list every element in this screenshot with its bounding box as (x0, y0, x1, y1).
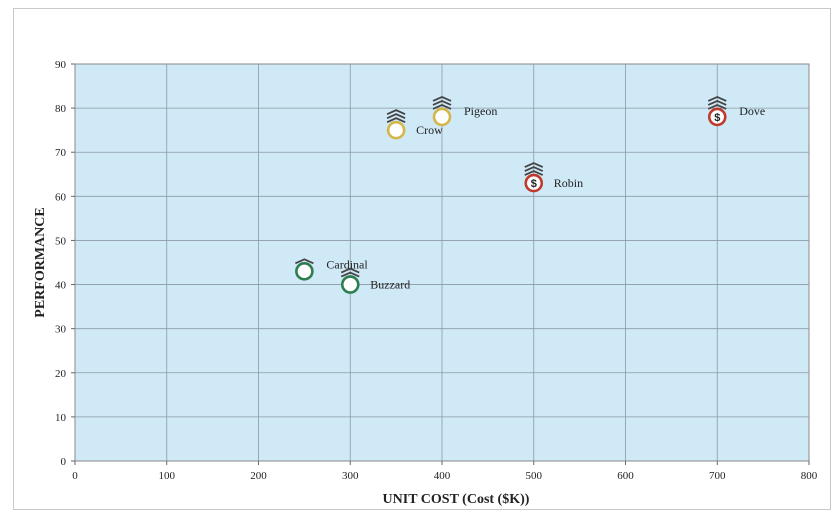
chart-frame: 0 100 200 300 400 500 600 700 800 0 10 20 30 40 50 60 7… (13, 8, 831, 510)
x-tick-label: 700 (709, 470, 726, 482)
point-marker (295, 262, 314, 281)
data-point: Crow (386, 109, 443, 140)
point-marker (340, 275, 360, 294)
data-point: Buzzard (340, 267, 410, 294)
rank-chevron-icon (340, 267, 360, 274)
x-tick-label: 0 (72, 470, 78, 482)
y-tick-labels: 0 10 20 30 40 50 60 70 80 90 (55, 59, 67, 468)
x-tick-label: 400 (434, 470, 451, 482)
y-tick-label: 80 (55, 103, 67, 115)
y-tick-label: 30 (55, 324, 67, 336)
point-label: Dove (739, 104, 765, 118)
y-tick-label: 50 (55, 235, 67, 247)
rank-chevron-icon (432, 99, 452, 106)
point-label: Crow (416, 123, 443, 137)
scatter-chart: 0 100 200 300 400 500 600 700 800 0 10 20 30 40 50 60 7… (33, 59, 818, 507)
rank-chevron-icon (295, 258, 314, 265)
point-marker (707, 107, 727, 127)
point-marker (432, 107, 452, 127)
data-point: Pigeon (432, 95, 497, 127)
data-point: $ Dove (707, 95, 765, 127)
x-tick-label: 500 (526, 470, 543, 482)
rank-chevron-icon (524, 166, 544, 172)
rank-chevron-icon (524, 170, 544, 176)
dollar-icon: $ (531, 178, 537, 190)
x-tick-label: 600 (617, 470, 634, 482)
y-tick-label: 60 (55, 191, 67, 203)
rank-chevron-icon (386, 117, 406, 123)
point-label: Buzzard (370, 278, 410, 292)
point-marker (524, 173, 544, 193)
x-axis-title: UNIT COST (Cost ($K)) (383, 492, 530, 507)
x-tick-label: 300 (342, 470, 359, 482)
y-tick-label: 40 (55, 280, 67, 292)
y-tick-label: 70 (55, 147, 67, 159)
rank-chevron-icon (432, 103, 452, 110)
y-tick-label: 10 (55, 412, 67, 424)
rank-chevron-icon (340, 271, 360, 278)
rank-chevron-icon (432, 95, 452, 102)
rank-chevron-icon (524, 162, 544, 168)
rank-chevron-icon (386, 109, 406, 115)
point-label: Robin (554, 176, 583, 190)
rank-chevron-icon (386, 113, 406, 119)
x-tick-label: 100 (159, 470, 176, 482)
y-axis-title: PERFORMANCE (33, 207, 48, 317)
rank-chevron-icon (707, 95, 727, 102)
rank-chevron-icon (707, 103, 727, 110)
x-tick-label: 800 (801, 470, 818, 482)
data-point: Cardinal (295, 257, 368, 281)
point-label: Pigeon (464, 104, 497, 118)
point-marker (386, 120, 406, 140)
y-tick-label: 0 (61, 456, 67, 468)
rank-chevron-icon (707, 99, 727, 106)
data-point: $ Robin (524, 162, 583, 193)
gridlines (71, 63, 810, 465)
y-tick-label: 20 (55, 368, 67, 380)
y-tick-label: 90 (55, 59, 67, 71)
dollar-icon: $ (714, 112, 720, 124)
point-label: Cardinal (326, 257, 368, 271)
x-tick-label: 200 (250, 470, 267, 482)
x-tick-labels: 0 100 200 300 400 500 600 700 800 (72, 470, 818, 482)
